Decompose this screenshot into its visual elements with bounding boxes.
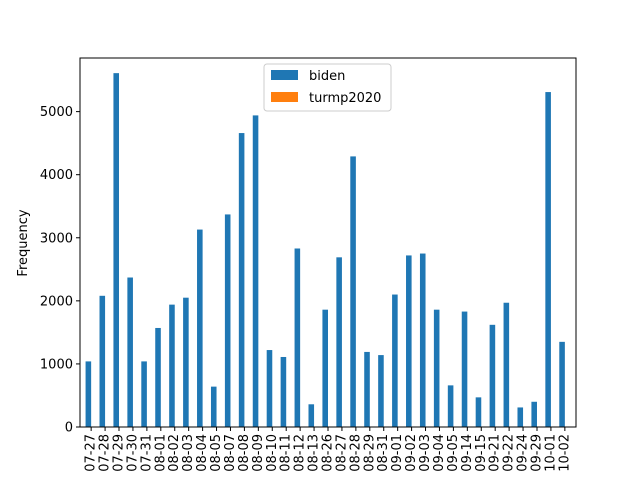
bar-biden-09-04 bbox=[433, 309, 440, 427]
x-tick-label: 08-27 bbox=[334, 434, 349, 472]
y-tick-label: 3000 bbox=[40, 231, 73, 246]
bar-biden-08-11 bbox=[280, 356, 287, 427]
bar-biden-08-29 bbox=[364, 351, 370, 427]
y-tick-label: 5000 bbox=[40, 105, 73, 120]
y-axis: 0 1000 2000 3000 4000 5000 bbox=[40, 105, 80, 436]
legend-label-turmp2020: turmp2020 bbox=[309, 91, 381, 106]
x-tick-label: 09-05 bbox=[446, 434, 461, 472]
x-tick-label: 07-29 bbox=[112, 434, 127, 472]
x-tick-label: 09-01 bbox=[390, 434, 405, 472]
x-axis: 07-2707-2807-2907-3007-3108-0108-0208-03… bbox=[84, 427, 572, 472]
x-tick-label: 09-22 bbox=[502, 434, 517, 472]
x-tick-label: 08-08 bbox=[237, 434, 252, 472]
bar-biden-08-08 bbox=[238, 133, 245, 428]
bar-biden-10-01 bbox=[545, 92, 551, 428]
bar-biden-09-21 bbox=[489, 324, 496, 427]
x-tick-label: 08-11 bbox=[279, 434, 294, 472]
x-tick-label: 08-10 bbox=[265, 434, 280, 472]
bar-biden-10-02 bbox=[559, 341, 565, 427]
x-tick-label: 09-03 bbox=[418, 434, 433, 472]
bar-biden-09-05 bbox=[447, 385, 454, 427]
bar-biden-08-09 bbox=[252, 115, 259, 428]
x-tick-label: 07-31 bbox=[139, 434, 154, 472]
legend-swatch-biden bbox=[271, 70, 298, 80]
x-tick-label: 08-05 bbox=[209, 434, 224, 472]
x-tick-label: 08-13 bbox=[307, 434, 322, 472]
x-tick-label: 08-01 bbox=[153, 434, 168, 472]
y-tick-label: 2000 bbox=[40, 294, 73, 309]
bar-biden-07-30 bbox=[127, 277, 133, 427]
bar-biden-08-31 bbox=[378, 355, 384, 427]
bar-biden-08-13 bbox=[308, 404, 315, 427]
bar-biden-08-28 bbox=[350, 156, 356, 427]
x-tick-label: 09-21 bbox=[488, 434, 503, 472]
bar-biden-09-22 bbox=[503, 302, 510, 427]
x-tick-label: 09-04 bbox=[432, 434, 447, 472]
x-tick-label: 09-24 bbox=[516, 434, 531, 472]
plot-frame bbox=[79, 57, 577, 428]
bar-biden-09-15 bbox=[475, 397, 482, 427]
x-tick-label: 08-28 bbox=[348, 434, 363, 472]
x-tick-label: 07-27 bbox=[84, 434, 99, 472]
x-tick-label: 08-02 bbox=[167, 434, 182, 472]
bar-biden-07-28 bbox=[99, 295, 106, 427]
x-tick-label: 08-09 bbox=[251, 434, 266, 472]
bar-biden-08-26 bbox=[322, 309, 328, 427]
x-tick-label: 07-28 bbox=[98, 434, 113, 472]
x-tick-label: 07-30 bbox=[125, 434, 140, 472]
x-tick-label: 08-04 bbox=[195, 434, 210, 472]
x-tick-label: 08-29 bbox=[362, 434, 377, 472]
bar-biden-09-02 bbox=[406, 255, 412, 427]
bar-biden-07-31 bbox=[141, 361, 147, 427]
x-tick-label: 09-02 bbox=[404, 434, 419, 472]
bar-biden-08-27 bbox=[336, 257, 342, 427]
x-tick-label: 08-12 bbox=[293, 434, 308, 472]
x-tick-label: 09-14 bbox=[460, 434, 475, 472]
x-tick-label: 10-01 bbox=[543, 434, 558, 472]
bar-biden-08-12 bbox=[294, 248, 301, 427]
legend-label-biden: biden bbox=[309, 69, 345, 84]
bar-biden-08-07 bbox=[224, 214, 231, 427]
x-tick-label: 08-07 bbox=[223, 434, 238, 472]
bar-biden-09-01 bbox=[392, 294, 398, 427]
y-tick-label: 4000 bbox=[40, 168, 73, 183]
bar-biden-08-01 bbox=[155, 327, 161, 427]
bar-biden-08-03 bbox=[183, 297, 189, 427]
legend: biden turmp2020 bbox=[263, 63, 392, 112]
bar-biden-07-27 bbox=[85, 361, 92, 427]
x-tick-label: 09-29 bbox=[529, 434, 544, 472]
x-tick-label: 10-02 bbox=[557, 434, 572, 472]
x-tick-label: 08-03 bbox=[181, 434, 196, 472]
legend-swatch-turmp2020 bbox=[271, 92, 298, 102]
bar-biden-08-05 bbox=[210, 386, 217, 427]
bar-biden-08-02 bbox=[169, 304, 175, 427]
bar-biden-08-04 bbox=[197, 229, 203, 427]
bars bbox=[85, 73, 565, 428]
bar-biden-09-29 bbox=[531, 401, 537, 427]
bar-biden-09-24 bbox=[517, 407, 524, 427]
x-tick-label: 08-31 bbox=[376, 434, 391, 472]
bar-biden-09-03 bbox=[419, 253, 426, 427]
bar-biden-08-10 bbox=[266, 350, 273, 427]
y-tick-label: 1000 bbox=[40, 357, 73, 372]
y-axis-label: Frequency bbox=[16, 209, 31, 276]
bar-biden-09-14 bbox=[461, 311, 468, 427]
y-tick-label: 0 bbox=[65, 421, 73, 436]
x-tick-label: 09-15 bbox=[474, 434, 489, 472]
bar-biden-07-29 bbox=[113, 73, 120, 427]
x-tick-label: 08-26 bbox=[321, 434, 336, 472]
